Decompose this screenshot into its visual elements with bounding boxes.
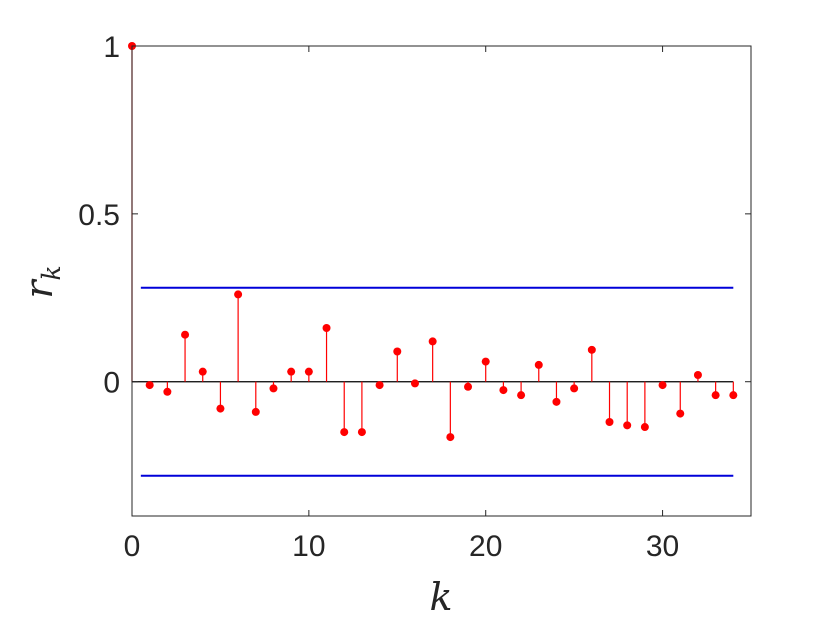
stem-marker-lag-9 (287, 367, 296, 376)
stem-marker-lag-11 (322, 324, 331, 332)
stem-marker-lag-13 (357, 428, 366, 437)
stem-marker-lag-32 (693, 371, 702, 379)
stem-marker-lag-17 (428, 337, 437, 346)
stem-marker-lag-8 (269, 384, 278, 393)
stem-marker-lag-21 (499, 386, 508, 395)
stem-marker-lag-15 (393, 347, 402, 356)
x-axis-label: k (429, 575, 452, 619)
x-tick-label-0: 0 (124, 530, 141, 563)
y-tick-label-2: 1 (103, 31, 120, 64)
confidence-bounds (140, 286, 734, 477)
stem-marker-lag-20 (481, 357, 490, 366)
x-tick-label-10: 10 (292, 530, 325, 563)
stem-marker-lag-27 (605, 418, 614, 426)
stem-marker-lag-3 (181, 330, 190, 339)
stem-marker-lag-25 (570, 384, 579, 393)
stem-marker-lag-24 (552, 397, 561, 406)
stem-marker-lag-16 (410, 379, 419, 388)
stem-marker-lag-26 (587, 345, 596, 354)
stem-marker-lag-6 (234, 290, 243, 299)
stem-marker-lag-29 (640, 423, 649, 432)
x-tick-label-20: 20 (469, 530, 502, 563)
stem-marker-lag-31 (676, 409, 685, 418)
stem-marker-lag-23 (534, 360, 543, 369)
stem-marker-lag-1 (145, 381, 154, 390)
y-axis-label: rk (17, 265, 66, 298)
stem-marker-lag-33 (711, 391, 720, 400)
svg-text:rk: rk (17, 265, 66, 298)
axis-ticks: 0 10 20 30 0 0.5 1 (78, 31, 751, 563)
stem-marker-lag-12 (340, 428, 349, 437)
stem-marker-lag-34 (729, 391, 738, 400)
y-axis-label-subscript: k (37, 265, 66, 280)
stem-marker-lag-28 (623, 421, 632, 430)
x-tick-label-30: 30 (646, 530, 679, 563)
stem-marker-lag-7 (251, 407, 260, 416)
stem-marker-lag-4 (198, 367, 207, 376)
y-tick-label-0: 0 (103, 367, 120, 400)
stem-marker-lag-18 (446, 433, 455, 442)
stem-marker-lag-19 (464, 382, 473, 391)
axes-box (131, 45, 752, 517)
stem-marker-lag-22 (517, 391, 526, 400)
stem-marker-lag-5 (216, 404, 225, 413)
y-tick-label-1: 0.5 (78, 199, 120, 232)
stem-marker-lag-10 (304, 367, 313, 376)
plot-area (132, 46, 751, 516)
stem-marker-lag-14 (375, 381, 384, 390)
y-axis-label-main: r (17, 278, 61, 299)
stem-marker-lag-30 (658, 381, 667, 390)
stem-marker-lag-2 (163, 387, 172, 396)
stem-series (128, 42, 738, 442)
axes-frame (131, 45, 752, 517)
